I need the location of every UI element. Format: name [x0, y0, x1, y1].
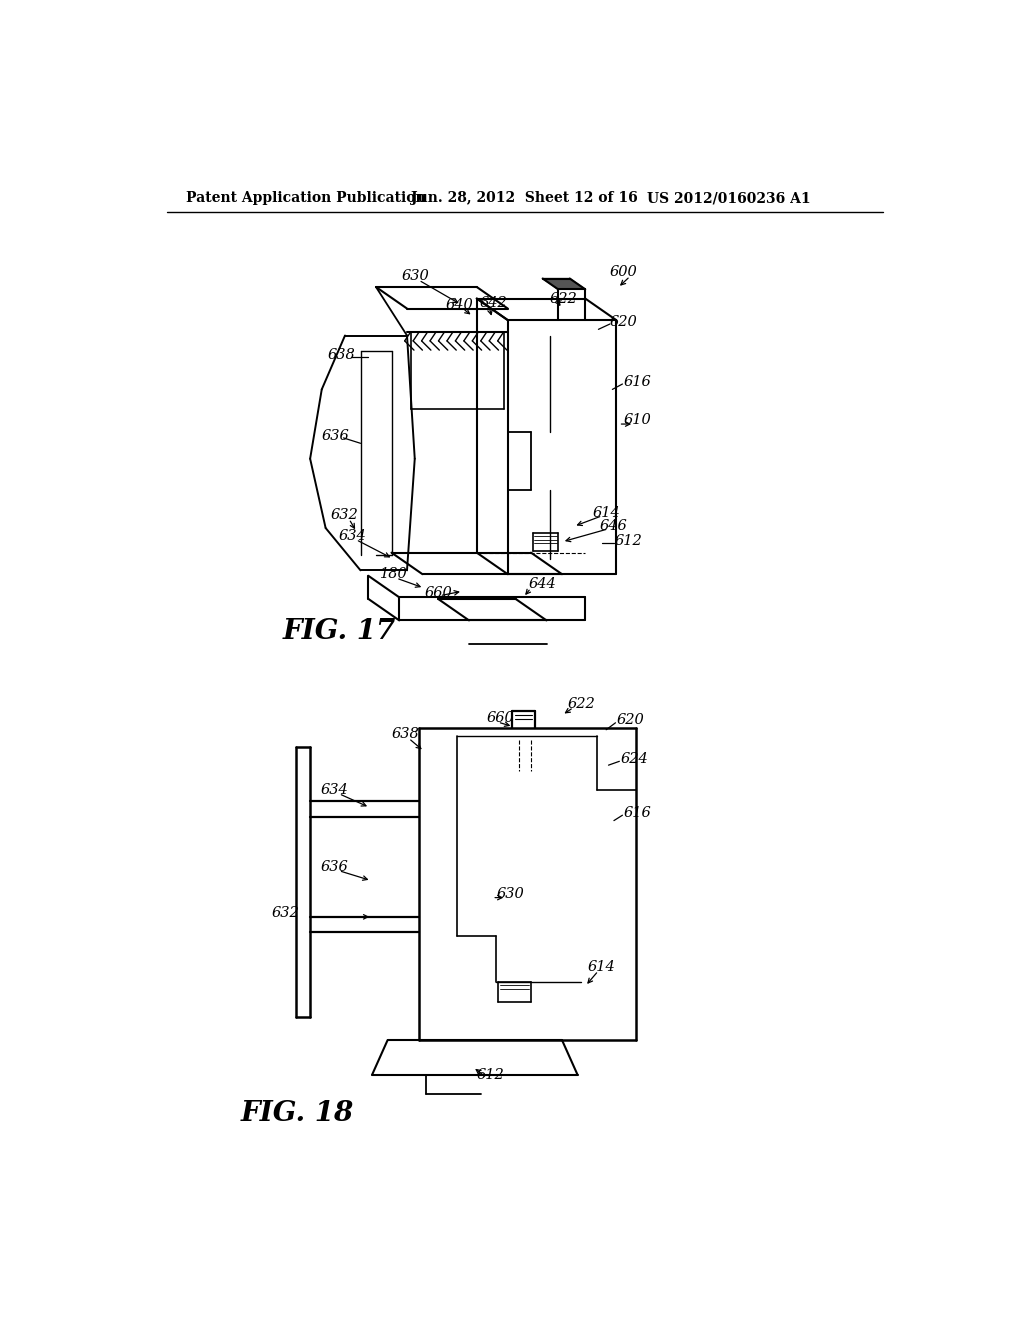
Text: 634: 634 [339, 529, 367, 543]
Text: 630: 630 [496, 887, 524, 900]
Text: 622: 622 [567, 697, 595, 710]
Text: FIG. 17: FIG. 17 [283, 619, 396, 645]
Polygon shape [543, 279, 586, 289]
Text: 646: 646 [599, 519, 627, 533]
Text: 622: 622 [550, 292, 578, 306]
Text: 632: 632 [331, 508, 358, 521]
Text: 636: 636 [322, 429, 349, 442]
Text: 660: 660 [425, 586, 453, 599]
Text: 638: 638 [391, 727, 419, 742]
Text: 660: 660 [486, 711, 515, 725]
Text: FIG. 18: FIG. 18 [241, 1100, 353, 1127]
Text: 614: 614 [593, 506, 621, 520]
Text: 640: 640 [445, 298, 473, 312]
Text: 638: 638 [328, 347, 355, 362]
Text: 642: 642 [480, 296, 508, 310]
Text: 620: 620 [616, 714, 644, 727]
Text: 616: 616 [624, 807, 651, 820]
Text: Patent Application Publication: Patent Application Publication [186, 191, 426, 206]
Text: 634: 634 [321, 783, 348, 797]
Text: 614: 614 [588, 960, 615, 974]
Text: 600: 600 [610, 265, 638, 280]
Text: 180: 180 [380, 568, 408, 581]
Text: 636: 636 [321, 859, 348, 874]
Text: 624: 624 [621, 752, 648, 766]
Text: US 2012/0160236 A1: US 2012/0160236 A1 [647, 191, 811, 206]
Text: 612: 612 [614, 535, 642, 548]
Text: 616: 616 [624, 375, 651, 388]
Text: 644: 644 [528, 577, 556, 591]
Text: 630: 630 [401, 269, 429, 284]
Text: 610: 610 [624, 413, 651, 428]
Text: 612: 612 [477, 1068, 505, 1081]
Text: 632: 632 [271, 906, 299, 920]
Text: 620: 620 [610, 315, 638, 330]
Text: Jun. 28, 2012  Sheet 12 of 16: Jun. 28, 2012 Sheet 12 of 16 [411, 191, 638, 206]
